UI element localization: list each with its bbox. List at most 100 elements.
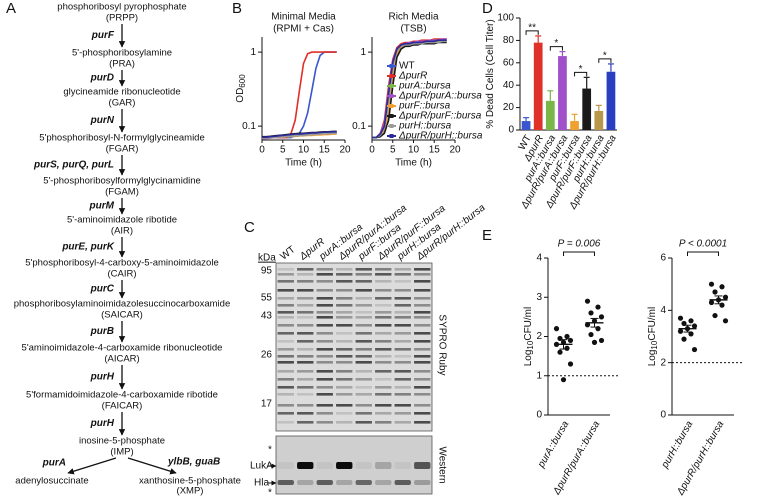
gel-band xyxy=(375,404,392,407)
gel-band xyxy=(297,370,314,373)
gel-band xyxy=(316,280,333,283)
series-line xyxy=(262,51,337,139)
data-point xyxy=(681,320,687,327)
gel-band xyxy=(336,273,353,276)
gel-band xyxy=(316,304,333,307)
gel-band xyxy=(316,273,333,276)
data-point xyxy=(719,284,725,290)
compound: 5'formamidoimidazole-4-carboxamide ribot… xyxy=(26,390,218,401)
gel-band xyxy=(316,393,333,396)
arrow xyxy=(67,457,117,475)
gel-band xyxy=(375,386,392,389)
bar xyxy=(533,42,543,130)
y-tick-label: 2 xyxy=(660,357,666,368)
x-tick-label: 15 xyxy=(429,145,441,156)
gel-band xyxy=(336,280,353,283)
gel-band xyxy=(375,273,392,276)
gel-band xyxy=(394,304,411,307)
data-point xyxy=(688,318,694,324)
gel-band xyxy=(316,421,333,424)
gel-band xyxy=(414,412,431,415)
gel-band xyxy=(394,311,411,314)
gel-band xyxy=(297,311,314,314)
y-axis-label: OD600 xyxy=(235,74,247,103)
panel-label: D xyxy=(482,0,493,17)
gel-band xyxy=(316,404,333,407)
gel-band xyxy=(277,324,294,327)
gel-band xyxy=(297,421,314,424)
axis xyxy=(547,258,610,416)
data-point xyxy=(564,333,570,340)
gel-band xyxy=(394,316,411,319)
enzyme: ylbB, guaB xyxy=(167,457,220,468)
gel-band xyxy=(316,311,333,314)
marker-label: 55 xyxy=(261,293,273,304)
compound: phosphoribosyl pyrophosphate xyxy=(57,2,186,13)
gel-band xyxy=(414,348,431,351)
gel-band xyxy=(414,311,431,314)
y-tick-label: 60 xyxy=(503,57,515,68)
gel-band xyxy=(375,361,392,364)
gel-band xyxy=(316,361,333,364)
gel-band xyxy=(394,273,411,276)
gel-band xyxy=(316,412,333,415)
gel-band xyxy=(355,370,372,373)
data-point xyxy=(691,323,698,329)
axis xyxy=(671,258,734,416)
gel-band xyxy=(316,348,333,351)
gel-band xyxy=(375,304,392,307)
gel-band xyxy=(375,289,392,292)
p-bracket xyxy=(687,251,719,256)
gel-band xyxy=(297,412,314,415)
legend-label: purH::bursa xyxy=(398,121,452,132)
enzyme: purS, purQ, purL xyxy=(33,160,114,171)
gel-band xyxy=(355,273,372,276)
chart-subtitle: (TSB) xyxy=(400,24,426,35)
gel-band xyxy=(355,340,372,343)
panel-label: A xyxy=(6,0,16,17)
western-band xyxy=(297,480,314,485)
y-tick-label: 0 xyxy=(508,125,514,136)
y-tick-label: 4 xyxy=(660,305,666,316)
marker-label: 26 xyxy=(261,350,273,361)
legend-label: ΔpurR xyxy=(398,71,427,82)
significance-bracket xyxy=(525,30,539,35)
enzyme: purH xyxy=(90,418,115,429)
gel-band xyxy=(414,378,431,381)
gel-band xyxy=(277,378,294,381)
x-tick-label: 15 xyxy=(319,145,331,156)
y-axis-label-part: % Dead Cells (Cell Titer) xyxy=(485,19,496,128)
western-band xyxy=(375,480,392,485)
gel-band xyxy=(277,361,294,364)
y-tick-label: 0.1 xyxy=(242,121,256,132)
enzyme: purD xyxy=(90,73,114,84)
enzyme: purM xyxy=(89,201,115,212)
western-band xyxy=(316,480,333,485)
data-point xyxy=(719,302,725,308)
gel-band xyxy=(336,404,353,407)
gel-band xyxy=(297,289,314,292)
gel-band xyxy=(336,370,353,373)
compound: 5'phosphoribosyl-4-carboxy-5-aminoimidaz… xyxy=(25,258,219,269)
gel-band xyxy=(414,324,431,327)
y-tick-label: 0 xyxy=(660,410,666,421)
y-axis-label-subscript: 10 xyxy=(650,340,659,349)
y-tick-label: 1 xyxy=(250,47,256,58)
data-point xyxy=(560,377,567,383)
western-band xyxy=(394,480,411,485)
compound: phosphoribosylaminoimidazolesuccinocarbo… xyxy=(14,299,231,310)
gel-band xyxy=(355,297,372,300)
chart-title: Rich Media xyxy=(388,12,438,23)
legend-marker xyxy=(389,134,394,138)
series-line xyxy=(262,131,337,138)
data-point xyxy=(681,336,687,342)
gel-band xyxy=(355,332,372,335)
y-tick-label: 20 xyxy=(503,102,515,113)
gel-band xyxy=(297,324,314,327)
gel-band xyxy=(277,421,294,424)
gel-band xyxy=(394,370,411,373)
gel-band xyxy=(336,361,353,364)
legend-marker xyxy=(389,104,394,108)
bar xyxy=(594,110,604,130)
gel-band xyxy=(414,361,431,364)
